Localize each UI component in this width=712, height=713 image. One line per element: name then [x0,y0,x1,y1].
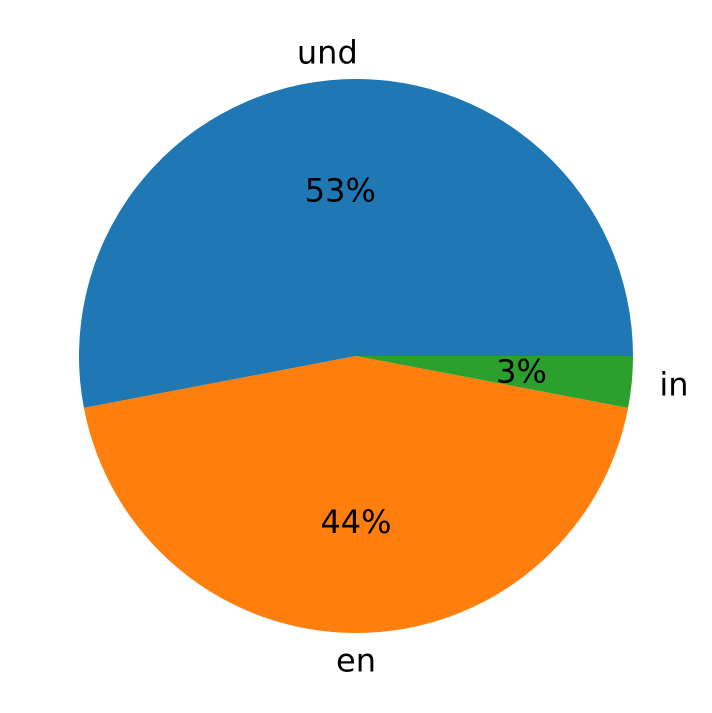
pie-labels: 53% und 44% en 3% in [297,34,689,680]
pct-label-en: 44% [320,503,391,541]
category-label-und: und [297,34,358,72]
pie-slice-en [83,356,629,634]
pct-label-in: 3% [496,353,547,391]
pie-slices [79,78,633,634]
pie-slice-in [356,356,633,408]
category-label-en: en [336,642,376,680]
pie-slice-und [79,78,633,408]
pct-label-und: 53% [305,172,376,210]
category-label-in: in [659,366,688,404]
